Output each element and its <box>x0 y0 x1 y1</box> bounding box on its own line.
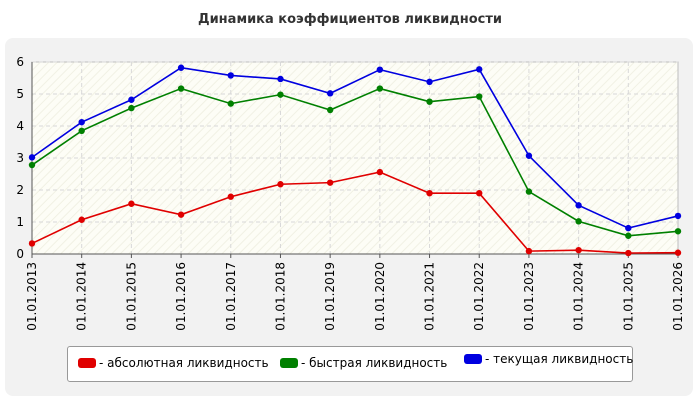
x-tick-label: 01.01.2021 <box>423 262 437 331</box>
x-tick-label: 01.01.2024 <box>572 262 586 331</box>
x-tick-label: 01.01.2025 <box>621 262 635 331</box>
data-point-0 <box>376 168 384 176</box>
y-tick-label: 5 <box>16 87 24 101</box>
data-point-1 <box>476 93 483 100</box>
x-tick-label: 01.01.2018 <box>273 262 287 331</box>
data-point-1 <box>426 98 433 105</box>
legend-item-absolute: - абсолютная ликвидность <box>78 356 269 370</box>
data-point-1 <box>227 100 234 107</box>
data-point-1 <box>177 85 185 92</box>
data-point-2 <box>227 72 234 79</box>
legend-swatch-blue <box>464 354 482 364</box>
data-point-2 <box>326 90 334 97</box>
legend: - абсолютная ликвидность - быстрая ликви… <box>67 346 633 382</box>
data-point-2 <box>426 78 433 86</box>
legend-swatch-red <box>78 358 96 368</box>
legend-item-quick: - быстрая ликвидность <box>280 356 447 370</box>
data-point-2 <box>78 118 85 126</box>
data-point-0 <box>625 249 632 257</box>
data-point-1 <box>625 232 632 239</box>
series-line-1 <box>31 87 679 237</box>
data-point-0 <box>78 216 85 223</box>
chart-title: Динамика коэффициентов ликвидности <box>198 12 502 27</box>
x-tick-label: 01.01.2020 <box>373 262 387 331</box>
data-point-2 <box>177 64 185 71</box>
series-line-0 <box>31 171 679 254</box>
legend-label-quick: - быстрая ликвидность <box>301 356 448 370</box>
data-point-2 <box>376 66 384 73</box>
y-tick-label: 0 <box>16 247 24 261</box>
data-point-0 <box>326 179 334 186</box>
data-point-1 <box>525 188 533 195</box>
legend-swatch-green <box>280 358 298 368</box>
x-tick-label: 01.01.2016 <box>174 262 188 331</box>
legend-label-current: - текущая ликвидность <box>485 352 634 366</box>
x-tick-label: 01.01.2026 <box>671 262 685 331</box>
data-point-1 <box>575 218 582 225</box>
data-point-0 <box>426 190 433 197</box>
legend-label-absolute: - абсолютная ликвидность <box>99 356 269 370</box>
x-tick-label: 01.01.2013 <box>25 262 39 331</box>
x-tick-label: 01.01.2017 <box>224 262 238 331</box>
data-point-2 <box>625 224 632 232</box>
data-point-1 <box>28 161 36 169</box>
x-tick-label: 01.01.2022 <box>472 262 486 331</box>
x-tick-label: 01.01.2019 <box>323 262 337 331</box>
data-point-0 <box>277 181 284 188</box>
x-tick-label: 01.01.2023 <box>522 262 536 331</box>
y-tick-label: 3 <box>16 151 24 165</box>
y-tick-label: 6 <box>16 55 24 69</box>
data-point-2 <box>128 96 135 103</box>
x-tick-label: 01.01.2014 <box>75 262 89 331</box>
data-point-2 <box>28 154 36 161</box>
data-point-0 <box>227 193 234 200</box>
data-point-0 <box>128 200 135 207</box>
data-point-2 <box>525 152 533 159</box>
data-point-0 <box>28 240 36 247</box>
y-tick-label: 2 <box>16 183 24 197</box>
data-point-0 <box>177 211 185 218</box>
data-point-1 <box>326 106 334 114</box>
data-point-1 <box>78 127 85 134</box>
data-point-1 <box>376 85 384 92</box>
legend-item-current: - текущая ликвидность <box>464 352 633 366</box>
series-line-2 <box>31 66 679 229</box>
data-point-1 <box>128 104 135 112</box>
data-point-2 <box>476 66 483 73</box>
data-point-0 <box>674 249 682 256</box>
x-tick-label: 01.01.2015 <box>124 262 138 331</box>
data-point-1 <box>277 91 284 98</box>
data-point-2 <box>575 202 582 209</box>
data-point-0 <box>575 246 582 254</box>
y-tick-label: 1 <box>16 215 24 229</box>
data-point-0 <box>476 190 483 197</box>
data-point-0 <box>525 247 533 255</box>
data-point-2 <box>277 75 284 83</box>
data-point-1 <box>674 228 682 235</box>
data-point-2 <box>674 212 682 220</box>
y-tick-label: 4 <box>16 119 24 133</box>
